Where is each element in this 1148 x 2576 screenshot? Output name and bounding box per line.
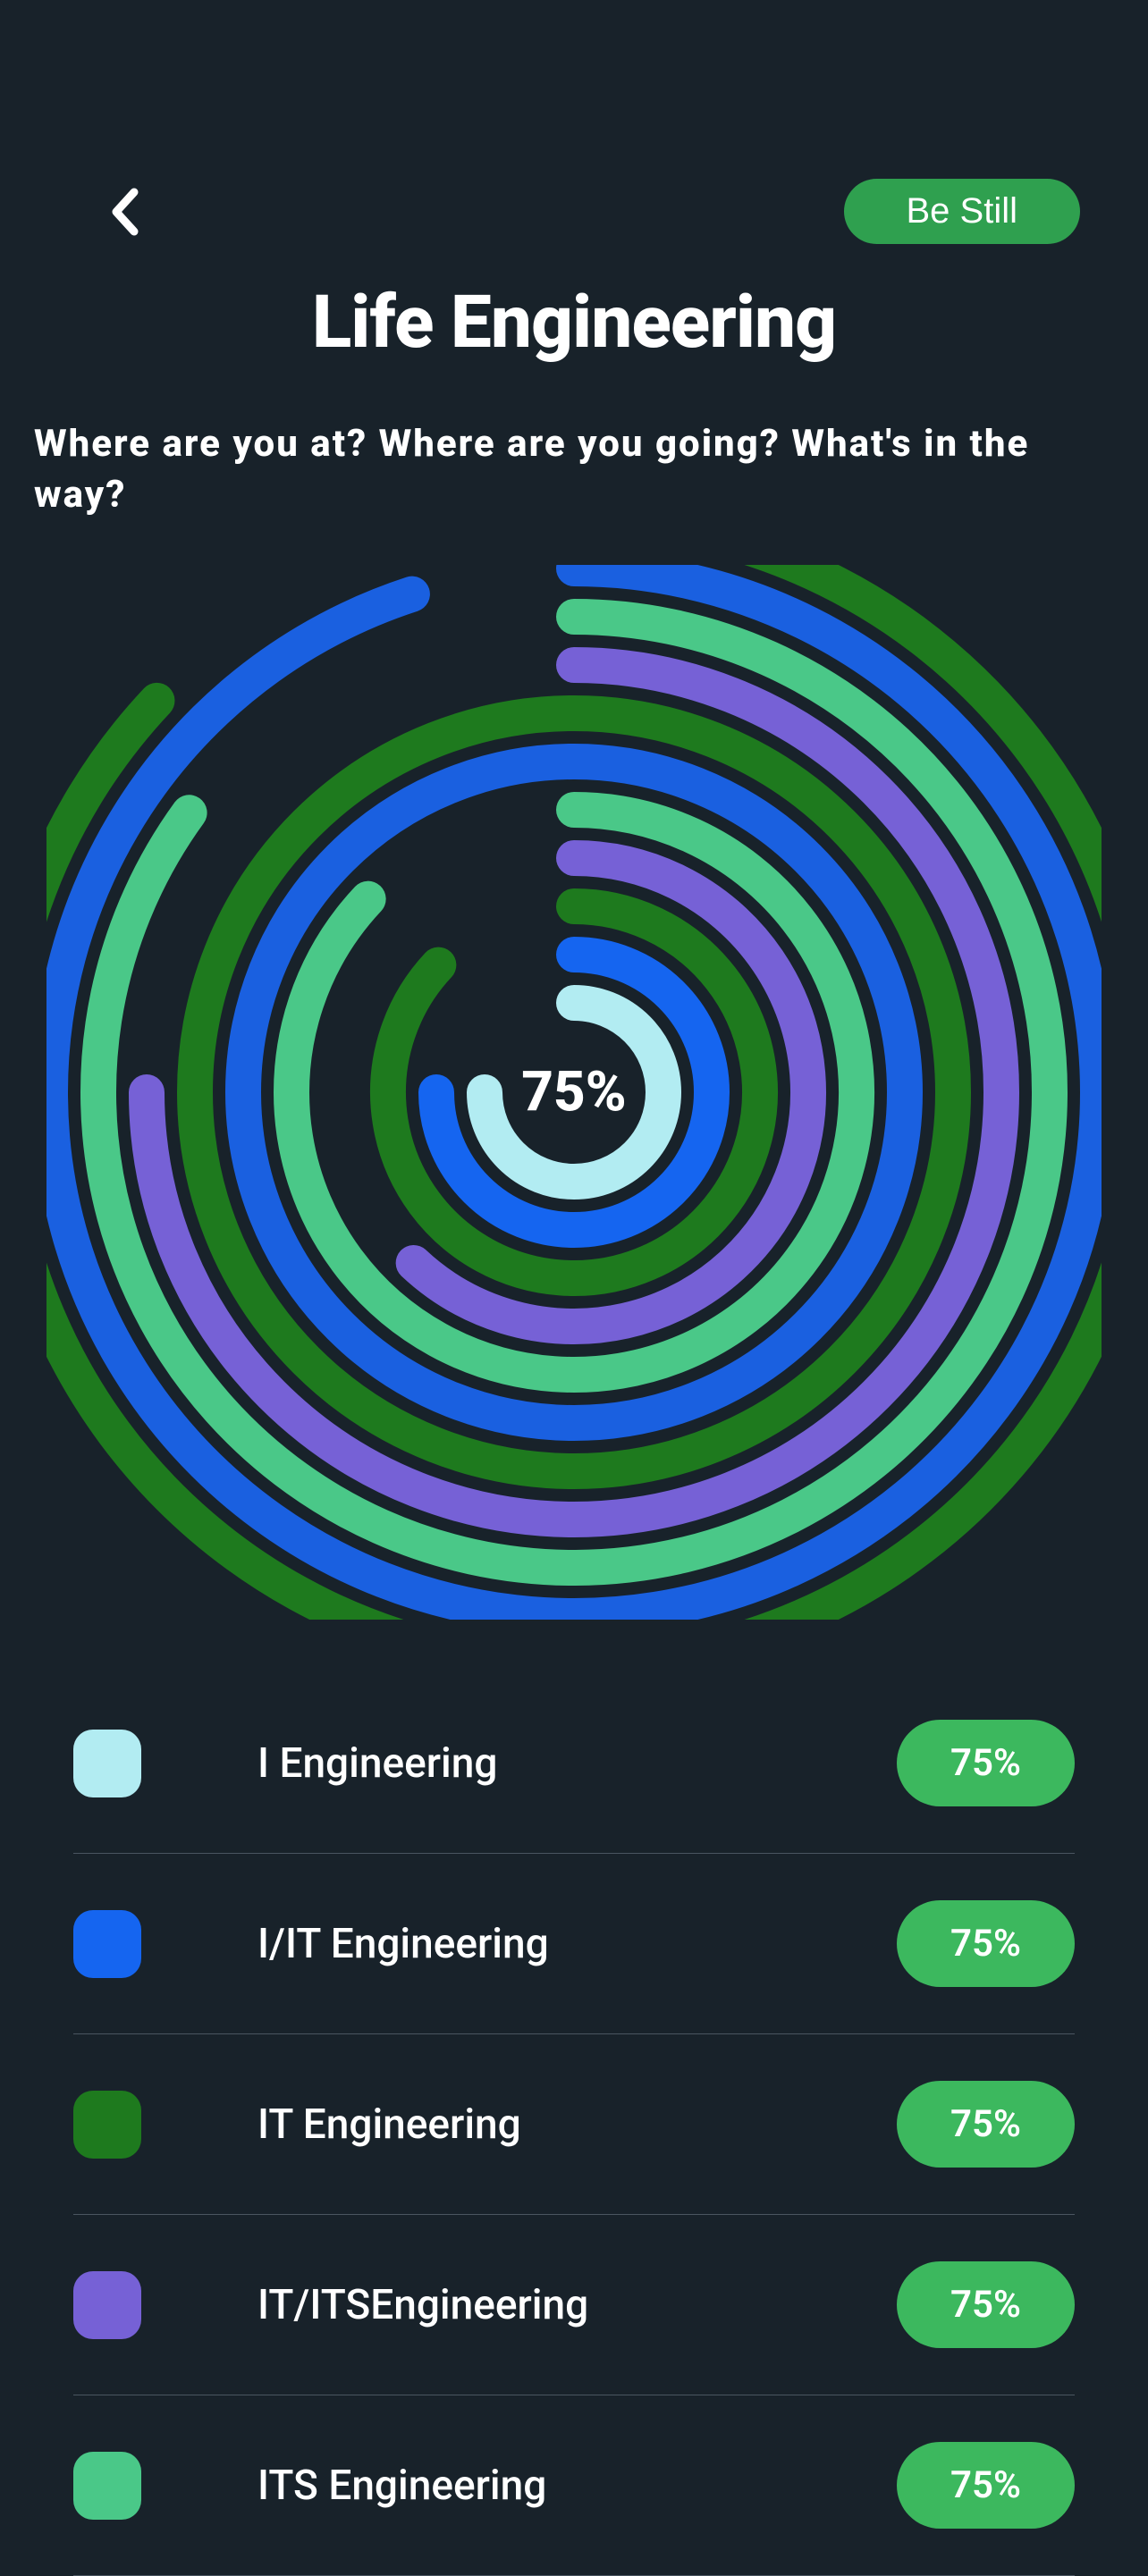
list-item-value: 75% — [897, 2081, 1075, 2168]
list-item[interactable]: IT/ITSEngineering75% — [73, 2215, 1075, 2395]
be-still-button[interactable]: Be Still — [844, 179, 1081, 244]
list-item-value: 75% — [897, 2261, 1075, 2348]
list-item-label: IT/ITSEngineering — [257, 2281, 897, 2329]
list-item[interactable]: IT Engineering75% — [73, 2034, 1075, 2215]
list-item[interactable]: I/IT Engineering75% — [73, 1854, 1075, 2034]
list-item-label: I Engineering — [257, 1739, 897, 1788]
color-swatch — [73, 1730, 141, 1797]
page-subtitle: Where are you at? Where are you going? W… — [0, 419, 1148, 520]
color-swatch — [73, 1910, 141, 1978]
list-item-value: 75% — [897, 2442, 1075, 2529]
list-item-label: IT Engineering — [257, 2100, 897, 2149]
list-item-label: I/IT Engineering — [257, 1920, 897, 1968]
list-item-label: ITS Engineering — [257, 2462, 897, 2510]
list-item[interactable]: I Engineering75% — [73, 1673, 1075, 1854]
back-button[interactable] — [107, 185, 143, 239]
color-swatch — [73, 2452, 141, 2520]
radial-chart: 75% — [46, 565, 1102, 1620]
list-item[interactable]: ITS Engineering75% — [73, 2395, 1075, 2576]
chart-center-value: 75% — [521, 1060, 626, 1125]
category-list: I Engineering75%I/IT Engineering75%IT En… — [0, 1673, 1148, 2576]
color-swatch — [73, 2271, 141, 2339]
page-title: Life Engineering — [0, 280, 1148, 366]
list-item-value: 75% — [897, 1900, 1075, 1987]
list-item-value: 75% — [897, 1720, 1075, 1806]
color-swatch — [73, 2091, 141, 2159]
chevron-left-icon — [107, 185, 143, 239]
